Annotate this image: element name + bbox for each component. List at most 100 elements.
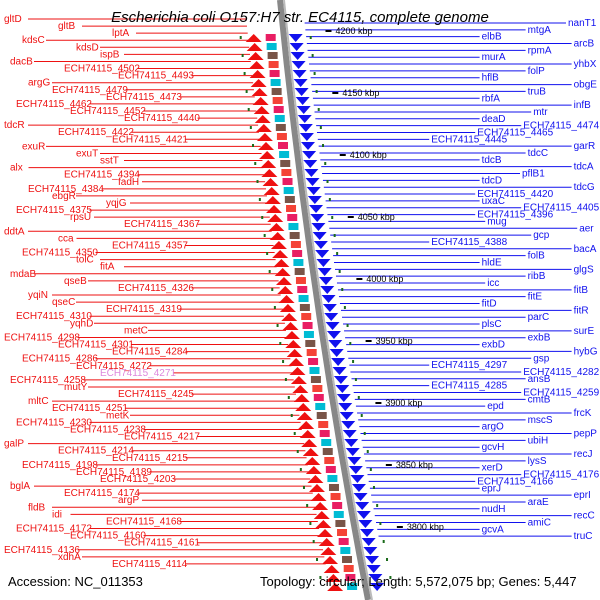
reverse-gene-arrow <box>321 295 336 303</box>
track-tick <box>382 540 385 543</box>
left-gene-label: sstT <box>100 156 119 167</box>
reverse-gene-arrow <box>296 106 311 114</box>
left-gene-label: gltB <box>58 21 76 32</box>
cog-category-block <box>288 223 299 230</box>
right-gene-label: tdcC <box>528 148 549 159</box>
forward-gene-arrow <box>275 277 292 285</box>
track-tick <box>243 72 246 75</box>
left-gene-label: ECH74115_4238 <box>70 424 146 435</box>
track-tick <box>346 324 349 327</box>
right-gene-label: deaD <box>482 114 506 125</box>
track-tick <box>287 396 290 399</box>
left-gene-label: ispB <box>100 49 120 60</box>
scale-tick <box>375 402 382 404</box>
right-gene-label: ECH74115_4396 <box>477 210 553 221</box>
scale-tick <box>339 154 346 156</box>
reverse-gene-arrow <box>290 52 305 60</box>
cog-category-block <box>301 313 312 320</box>
reverse-gene-arrow <box>316 259 331 267</box>
forward-gene-arrow <box>281 313 298 321</box>
forward-gene-arrow <box>327 583 344 591</box>
forward-gene-arrow <box>258 142 275 150</box>
forward-gene-arrow <box>259 151 276 159</box>
scale-label: 3850 kbp <box>396 460 433 470</box>
reverse-gene-arrow <box>344 439 359 447</box>
track-tick <box>379 522 382 525</box>
right-gene-label: recC <box>574 511 595 522</box>
cog-category-block <box>340 547 351 554</box>
left-gene-label: ECH74115_4271 <box>100 368 176 379</box>
left-gene-label: fadH <box>118 177 139 188</box>
forward-gene-arrow <box>313 511 330 519</box>
track-tick <box>241 54 244 57</box>
reverse-gene-arrow <box>341 421 356 429</box>
left-gene-label: lptA <box>112 28 130 39</box>
forward-gene-arrow <box>252 97 269 105</box>
right-gene-label: tdcB <box>482 155 502 166</box>
accession-text: Accession: NC_011353 <box>8 574 143 589</box>
left-gene-label: alx <box>10 163 23 174</box>
reverse-gene-arrow <box>309 205 324 213</box>
right-gene-label: hflB <box>482 73 500 84</box>
track-tick <box>315 90 318 93</box>
cog-category-block <box>265 34 276 41</box>
genome-backbone-inner <box>283 0 373 600</box>
left-gene-label: ECH74115_4198 <box>22 460 98 471</box>
cog-category-block <box>275 124 286 131</box>
right-gene-label: ECH74115_4445 <box>431 134 507 145</box>
left-gene-label: mutY <box>64 382 88 393</box>
forward-gene-arrow <box>308 484 325 492</box>
track-tick <box>363 432 366 435</box>
forward-gene-arrow <box>279 304 296 312</box>
cog-category-block <box>284 196 295 203</box>
forward-gene-arrow <box>307 475 324 483</box>
reverse-gene-arrow <box>313 241 328 249</box>
right-gene-label: exbD <box>482 340 505 351</box>
left-gene-label: argG <box>28 78 50 89</box>
right-gene-label: ubiH <box>528 435 549 446</box>
track-tick <box>309 522 312 525</box>
left-gene-label: ECH74115_4161 <box>124 538 200 549</box>
forward-gene-arrow <box>289 367 306 375</box>
track-tick <box>239 36 242 39</box>
track-tick <box>296 450 299 453</box>
forward-gene-arrow <box>247 52 264 60</box>
forward-gene-arrow <box>246 43 263 51</box>
cog-category-block <box>266 43 277 50</box>
track-tick <box>376 504 379 507</box>
cog-category-block <box>280 160 291 167</box>
track-tick <box>389 576 392 579</box>
reverse-gene-arrow <box>288 34 303 42</box>
left-gene-label: yqhD <box>70 318 93 329</box>
cog-category-block <box>302 322 313 329</box>
track-tick <box>313 72 316 75</box>
right-gene-label: gcp <box>533 230 550 241</box>
scale-label: 3800 kbp <box>407 522 444 532</box>
scale-label: 3950 kbp <box>376 336 413 346</box>
forward-gene-arrow <box>298 421 315 429</box>
left-gene-label: ECH74115_4189 <box>76 467 152 478</box>
forward-gene-arrow <box>295 403 312 411</box>
forward-gene-arrow <box>317 529 334 537</box>
forward-gene-arrow <box>282 322 299 330</box>
right-gene-label: pepP <box>574 429 598 440</box>
right-gene-label: ECH74115_4176 <box>523 470 599 481</box>
right-gene-label: ECH74115_4405 <box>523 203 599 214</box>
left-gene-label: ECH74115_4422 <box>58 127 134 138</box>
left-gene-label: ECH74115_4272 <box>76 361 152 372</box>
track-tick <box>282 360 285 363</box>
left-gene-label: ECH74115_4203 <box>100 474 176 485</box>
reverse-gene-arrow <box>297 115 312 123</box>
left-gene-label: metK <box>106 410 130 421</box>
reverse-gene-arrow <box>298 124 313 132</box>
left-gene-label: ECH74115_4502 <box>64 64 140 75</box>
right-gene-label: rpmA <box>528 45 552 56</box>
track-tick <box>319 576 322 579</box>
right-gene-label: gcvH <box>482 442 505 453</box>
left-gene-label: argP <box>118 495 139 506</box>
cog-category-block <box>298 295 309 302</box>
forward-gene-arrow <box>304 457 321 465</box>
track-tick <box>273 306 276 309</box>
reverse-gene-arrow <box>299 133 314 141</box>
